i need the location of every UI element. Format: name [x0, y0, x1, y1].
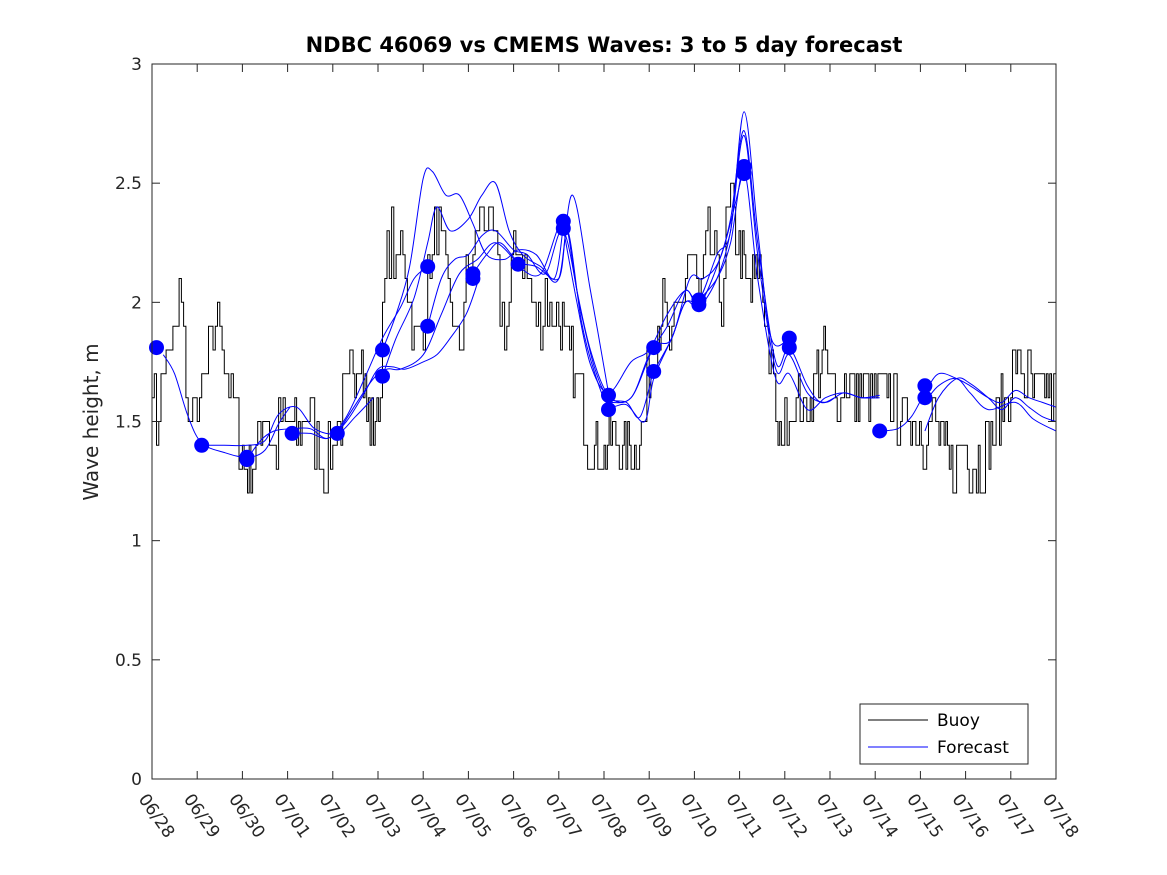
forecast-marker — [194, 437, 210, 453]
forecast-marker — [375, 342, 390, 358]
y-tick-label: 2.5 — [115, 174, 142, 194]
x-tick-label: 07/14 — [857, 790, 901, 842]
x-tick-label: 06/30 — [224, 790, 268, 842]
forecast-series-line — [382, 167, 564, 351]
forecast-marker — [646, 364, 662, 379]
forecast-marker — [555, 220, 571, 236]
forecast-marker — [329, 425, 345, 441]
forecast-marker — [149, 340, 164, 356]
forecast-series-line — [924, 377, 1056, 432]
legend-forecast-label: Forecast — [937, 738, 1009, 758]
forecast-marker — [781, 340, 797, 356]
forecast-series-line — [162, 354, 291, 458]
buoy-series-line — [152, 182, 1056, 494]
forecast-marker — [420, 318, 436, 334]
y-tick-label: 0 — [131, 770, 142, 790]
forecast-series-line — [292, 283, 478, 440]
forecast-series-line — [427, 229, 655, 419]
forecast-series-line — [472, 229, 700, 423]
legend: Buoy Forecast — [859, 703, 1029, 765]
x-tick-label: 07/11 — [722, 790, 766, 842]
forecast-marker — [284, 425, 300, 441]
forecast-marker — [465, 271, 481, 286]
chart-title: NDBC 46069 vs CMEMS Waves: 3 to 5 day fo… — [306, 33, 903, 57]
forecast-series-line — [336, 242, 519, 434]
x-tick-label: 07/08 — [586, 790, 630, 842]
x-tick-label: 07/10 — [676, 790, 720, 842]
x-tick-label: 07/13 — [812, 790, 856, 842]
x-tick-label: 07/02 — [315, 790, 359, 842]
x-tick-label: 07/16 — [948, 790, 992, 842]
forecast-marker — [917, 390, 933, 406]
x-tick-label: 07/01 — [270, 790, 314, 842]
x-tick-label: 07/09 — [631, 790, 675, 842]
y-tick-label: 0.5 — [115, 651, 142, 671]
forecast-marker — [510, 256, 526, 272]
y-tick-label: 3 — [131, 55, 142, 75]
x-tick-label: 07/05 — [450, 790, 494, 842]
legend-box — [859, 703, 1029, 765]
forecast-marker — [736, 166, 752, 182]
x-tick-label: 07/18 — [1038, 790, 1082, 842]
forecast-marker — [872, 423, 888, 439]
forecast-series-line — [608, 130, 835, 404]
forecast-marker — [239, 449, 255, 465]
y-axis-label: Wave height, m — [79, 343, 103, 500]
y-tick-label: 2 — [131, 293, 142, 313]
y-tick-label: 1.5 — [115, 413, 142, 433]
forecast-marker — [601, 387, 616, 403]
x-tick-label: 07/15 — [902, 790, 946, 842]
forecast-marker — [375, 368, 390, 384]
legend-buoy-label: Buoy — [937, 711, 980, 731]
forecast-series-line — [201, 397, 374, 447]
x-tick-label: 06/28 — [134, 790, 178, 842]
x-tick-label: 07/04 — [405, 790, 449, 842]
forecast-marker — [646, 340, 662, 356]
x-tick-label: 06/29 — [179, 790, 223, 842]
forecast-series-line — [924, 377, 1056, 432]
forecast-series-line — [879, 372, 1056, 432]
forecast-series-line — [698, 170, 880, 411]
y-tick-label: 1 — [131, 532, 142, 552]
forecast-marker — [601, 402, 616, 418]
x-tick-label: 07/03 — [360, 790, 404, 842]
forecast-marker — [691, 297, 707, 313]
x-tick-label: 07/07 — [541, 790, 585, 842]
forecast-marker — [420, 259, 436, 275]
x-tick-label: 07/12 — [767, 790, 811, 842]
x-tick-label: 07/17 — [993, 790, 1037, 842]
x-tick-label: 07/06 — [496, 790, 540, 842]
